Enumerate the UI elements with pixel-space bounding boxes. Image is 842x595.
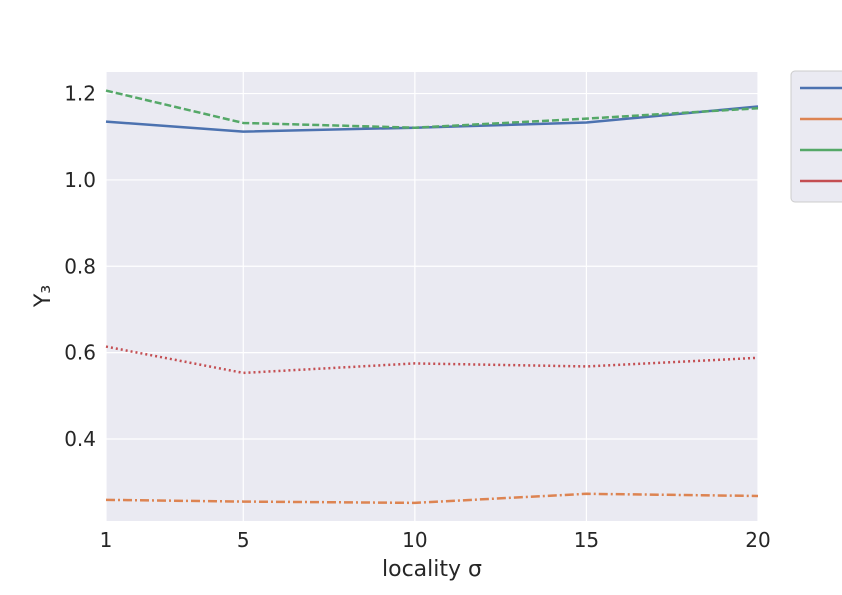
legend-items <box>800 86 842 183</box>
y-tick-label: 0.4 <box>64 427 96 451</box>
series-line <box>105 89 759 129</box>
series-line <box>105 345 759 375</box>
x-tick-labels: 1 5 10 15 20 <box>100 528 771 552</box>
x-tick-label: 1 <box>100 528 113 552</box>
y-tick-labels: 0.4 0.6 0.8 1.0 1.2 <box>64 82 96 451</box>
x-tick-label: 15 <box>574 528 599 552</box>
legend <box>790 70 842 203</box>
y-axis-label: Y₃ <box>31 285 56 308</box>
y-tick-label: 1.2 <box>64 82 96 106</box>
plot-background <box>106 72 758 521</box>
x-tick-label: 10 <box>402 528 427 552</box>
y-tick-label: 1.0 <box>64 168 96 192</box>
series-line <box>105 492 759 505</box>
x-tick-label: 5 <box>237 528 250 552</box>
y-tick-label: 0.8 <box>64 254 96 278</box>
grid-lines <box>105 72 759 521</box>
y-tick-label: 0.6 <box>64 341 96 365</box>
legend-box <box>790 70 842 203</box>
series-lines <box>105 89 759 505</box>
x-axis-label: locality σ <box>382 557 482 582</box>
x-tick-label: 20 <box>745 528 770 552</box>
